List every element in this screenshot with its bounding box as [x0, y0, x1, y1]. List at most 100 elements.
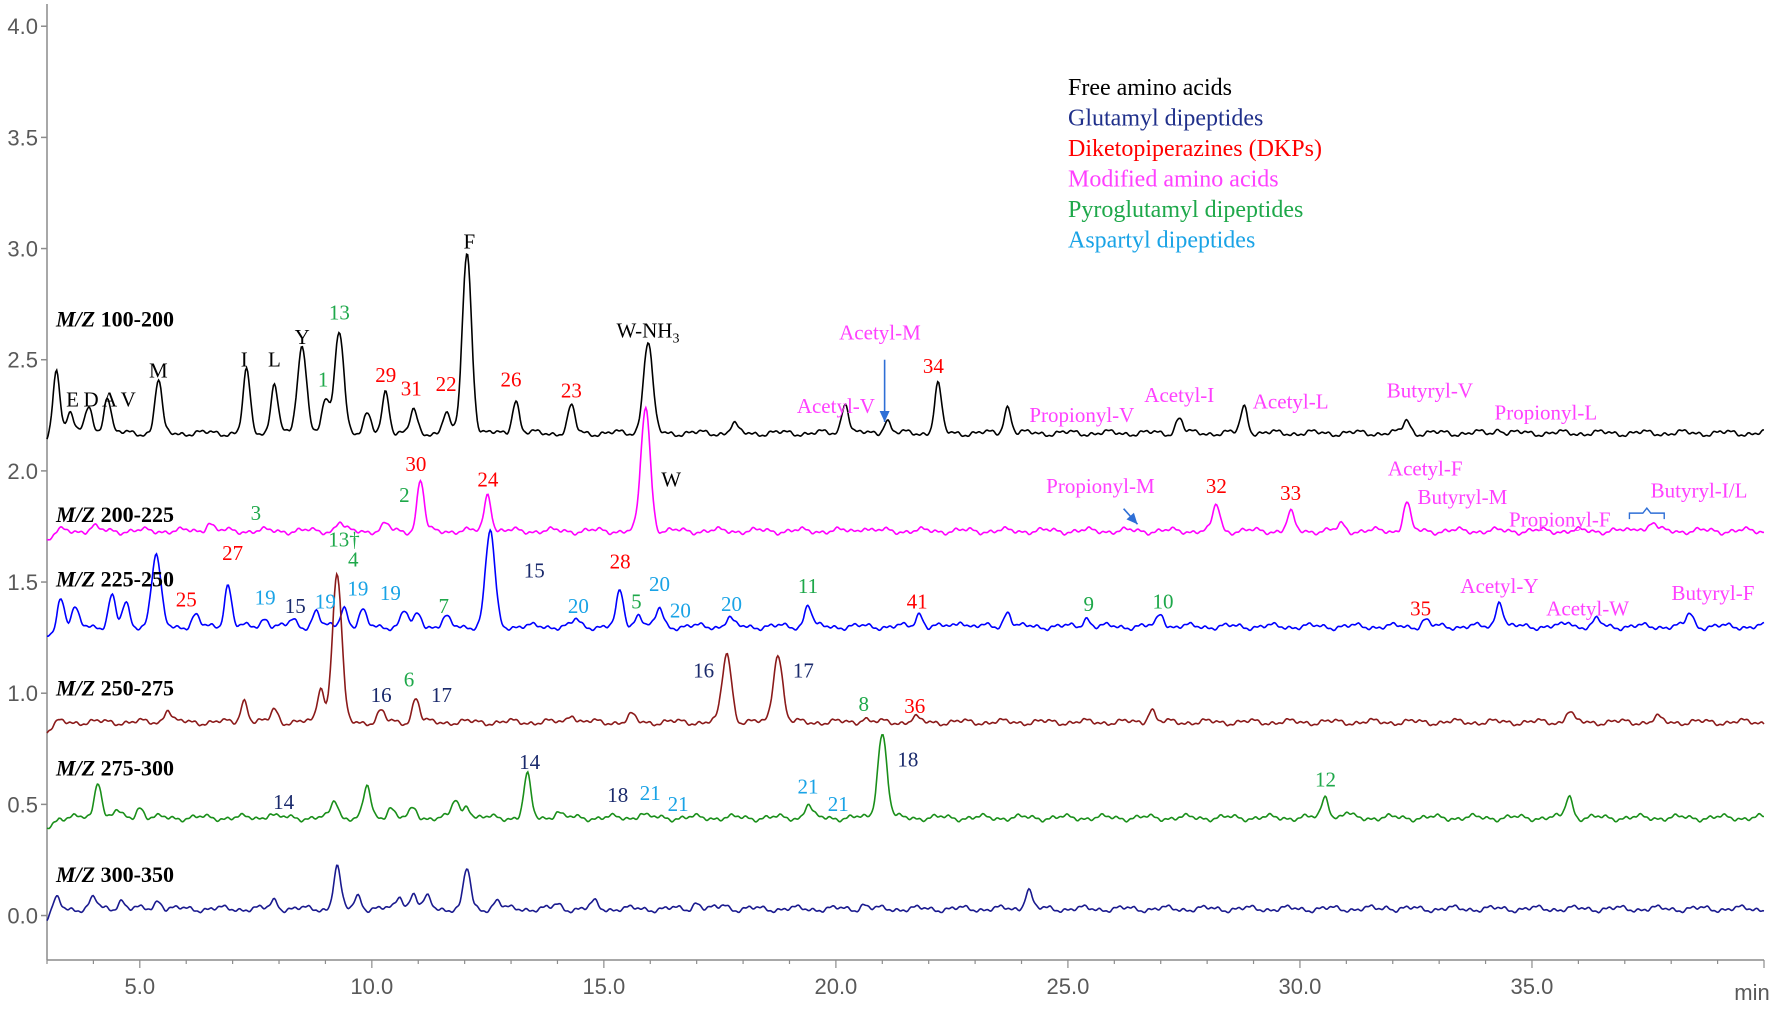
peak-label: 16: [693, 659, 714, 683]
peak-label: 1: [318, 367, 329, 391]
peak-label: 24: [477, 467, 499, 491]
peak-label: 14: [519, 750, 541, 774]
peak-label: 34: [923, 354, 945, 378]
peak-label: L: [268, 347, 281, 371]
trace-label: M/Z 100-200: [55, 306, 174, 331]
y-tick-label: 3.5: [7, 125, 38, 150]
peak-label: 35: [1410, 596, 1431, 620]
peak-label: Propionyl-V: [1029, 403, 1134, 427]
peak-label: Acetyl-M: [839, 321, 921, 345]
trace-labels: M/Z 100-200 M/Z 200-225 M/Z 225-250 M/Z 250…: [55, 306, 174, 887]
x-tick-label: 35.0: [1511, 974, 1554, 999]
chart-legend: Free amino acids Glutamyl dipeptides Diket…: [1068, 75, 1322, 254]
peak-label: 12: [1315, 768, 1336, 792]
x-tick-label: 25.0: [1047, 974, 1090, 999]
y-tick-label: 1.0: [7, 681, 38, 706]
peak-label: Butyryl-I/L: [1651, 479, 1748, 503]
peak-label: M: [149, 359, 168, 383]
peak-label: Acetyl-L: [1253, 390, 1329, 414]
peak-label: 19: [380, 581, 401, 605]
annotation-arrowhead: [879, 410, 890, 422]
peak-label: 31: [401, 376, 422, 400]
y-tick-label: 0.5: [7, 792, 38, 817]
x-tick-label: 10.0: [350, 974, 393, 999]
peak-label: 18: [897, 748, 918, 772]
peak-label: 20: [670, 599, 691, 623]
y-tick-label: 4.0: [7, 14, 38, 39]
peak-label: V: [121, 387, 136, 411]
trace-label: M/Z 250-275: [55, 675, 174, 700]
peak-label: 27: [222, 541, 243, 565]
peak-label: 23: [561, 379, 582, 403]
peak-label: 29: [375, 363, 396, 387]
legend-entry: Free amino acids: [1068, 75, 1232, 101]
peak-label: D: [83, 387, 98, 411]
peak-label: Butyryl-M: [1417, 485, 1507, 509]
x-tick-label: 5.0: [125, 974, 156, 999]
peak-label: 21: [798, 774, 819, 798]
peak-label: 20: [649, 572, 670, 596]
peak-label: 22: [436, 372, 457, 396]
peak-label: I: [241, 347, 248, 371]
peak-label: Acetyl-V: [797, 394, 875, 418]
legend-entry: Glutamyl dipeptides: [1068, 106, 1263, 132]
legend-entry: Pyroglutamyl dipeptides: [1068, 197, 1303, 223]
peak-label: Butyryl-V: [1387, 379, 1473, 403]
y-tick-label: 0.0: [7, 904, 38, 929]
peak-label: 32: [1206, 474, 1227, 498]
x-axis-label: min: [1734, 980, 1769, 1005]
trace-line: [46, 571, 1765, 734]
trace-label: M/Z 225-250: [55, 566, 174, 591]
peak-label: Y: [295, 325, 310, 349]
peak-label: 5: [631, 590, 642, 614]
peak-label: 17: [793, 659, 814, 683]
peak-label: 13: [329, 301, 350, 325]
peak-label: E: [66, 387, 79, 411]
peak-label: 10: [1153, 590, 1174, 614]
peak-label: W-NH3: [616, 318, 679, 346]
peak-label: 36: [904, 694, 925, 718]
peak-label: 3: [251, 501, 262, 525]
peak-label: 20: [568, 594, 589, 618]
y-tick-label: 2.0: [7, 459, 38, 484]
legend-entry: Aspartyl dipeptides: [1068, 228, 1255, 254]
legend-entry: Modified amino acids: [1068, 167, 1279, 193]
peak-label: 8: [858, 692, 869, 716]
peak-label: 28: [610, 550, 631, 574]
peak-label: Acetyl-Y: [1460, 574, 1538, 598]
x-tick-label: 30.0: [1279, 974, 1322, 999]
trace-line: [46, 405, 1765, 541]
peak-label: 26: [501, 367, 522, 391]
annotation-arrowhead: [1126, 512, 1138, 525]
annotation-bracket: [1628, 507, 1665, 520]
peak-label: 18: [607, 783, 628, 807]
peak-label: 21: [828, 792, 849, 816]
x-tick-label: 20.0: [814, 974, 857, 999]
peak-label: 20: [721, 592, 742, 616]
trace-label: M/Z 200-225: [55, 502, 174, 527]
peak-label: Propionyl-L: [1495, 401, 1598, 425]
chromatogram-traces: [46, 252, 1765, 921]
peak-label: A: [102, 387, 118, 411]
y-tick-label: 2.5: [7, 348, 38, 373]
peak-label: 17: [431, 683, 452, 707]
peak-label: 14: [273, 790, 295, 814]
legend-entry: Diketopiperazines (DKPs): [1068, 136, 1322, 162]
peak-label: 11: [798, 574, 818, 598]
peak-label: 25: [176, 588, 197, 612]
peak-label: F: [463, 230, 475, 254]
peak-label: Propionyl-M: [1046, 474, 1155, 498]
peak-label: 13†: [328, 527, 360, 551]
x-tick-label: 15.0: [582, 974, 625, 999]
trace-label: M/Z 300-350: [55, 862, 174, 887]
peak-label: 4: [348, 547, 359, 571]
trace-line: [46, 733, 1764, 830]
peak-label: 7: [439, 594, 450, 618]
peak-label: Acetyl-W: [1546, 596, 1629, 620]
peak-label: 41: [907, 590, 928, 614]
trace-line: [46, 252, 1765, 440]
peak-label: 19: [347, 576, 368, 600]
peak-label: 33: [1280, 481, 1301, 505]
peak-label: Propionyl-F: [1509, 507, 1611, 531]
